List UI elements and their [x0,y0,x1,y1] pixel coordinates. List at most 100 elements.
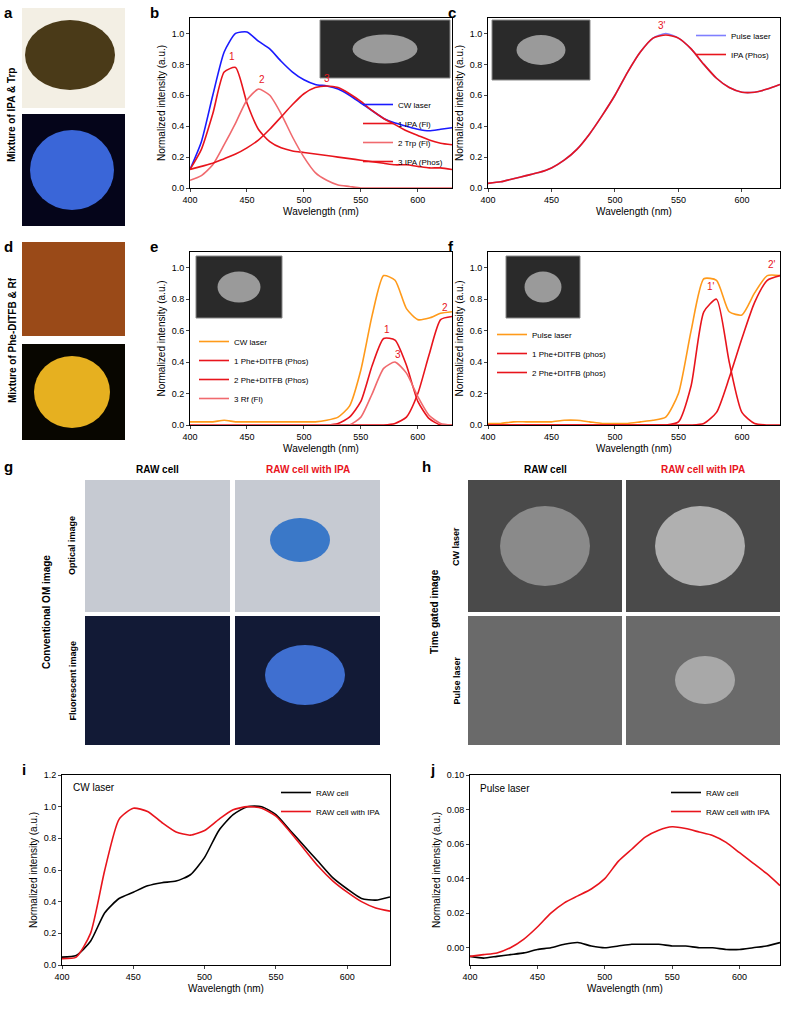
svg-text:2': 2' [768,259,776,270]
svg-text:RAW cell: RAW cell [706,789,739,798]
svg-text:450: 450 [239,432,254,442]
svg-text:500: 500 [597,972,612,982]
svg-text:RAW cell with IPA: RAW cell with IPA [661,464,745,475]
svg-text:0.0: 0.0 [172,420,185,430]
svg-text:450: 450 [544,432,559,442]
svg-text:RAW cell: RAW cell [316,789,349,798]
svg-text:0.0: 0.0 [172,183,185,193]
svg-text:0.6: 0.6 [470,90,483,100]
svg-text:Mixture of IPA & Trp: Mixture of IPA & Trp [6,68,17,162]
svg-text:h: h [422,458,431,475]
svg-text:c: c [448,4,456,21]
svg-text:2 Phe+DITFB (phos): 2 Phe+DITFB (phos) [532,369,606,378]
svg-text:Mixture of Phe-DITFB & Rf: Mixture of Phe-DITFB & Rf [7,277,18,403]
svg-text:Normalized intensity (a.u.): Normalized intensity (a.u.) [431,812,442,928]
svg-text:CW laser: CW laser [451,527,461,566]
svg-text:0.0: 0.0 [470,420,483,430]
svg-text:0.4: 0.4 [44,897,57,907]
svg-text:550: 550 [353,195,368,205]
svg-text:Wavelength (nm): Wavelength (nm) [188,983,264,994]
svg-text:1: 1 [229,51,235,62]
svg-text:1': 1' [707,281,715,292]
svg-text:Wavelength (nm): Wavelength (nm) [587,983,663,994]
svg-text:600: 600 [734,432,749,442]
svg-text:500: 500 [197,972,212,982]
svg-text:550: 550 [268,972,283,982]
svg-text:2: 2 [442,302,448,313]
svg-text:400: 400 [182,195,197,205]
svg-text:Pulse laser: Pulse laser [731,32,771,41]
svg-text:450: 450 [239,195,254,205]
svg-text:0.4: 0.4 [172,357,185,367]
svg-text:b: b [150,4,159,21]
svg-text:0.2: 0.2 [172,389,185,399]
svg-text:g: g [4,458,13,475]
svg-text:2: 2 [259,74,265,85]
svg-text:1.0: 1.0 [172,29,185,39]
svg-text:j: j [430,761,435,778]
svg-text:0.8: 0.8 [470,60,483,70]
svg-text:0.8: 0.8 [172,60,185,70]
svg-text:400: 400 [480,195,495,205]
svg-text:Conventional OM image: Conventional OM image [41,555,52,669]
svg-text:Pulse laser: Pulse laser [532,331,572,340]
svg-text:1 Phe+DITFB (Phos): 1 Phe+DITFB (Phos) [234,357,309,366]
svg-text:Time gated image: Time gated image [429,569,440,654]
svg-text:0.0: 0.0 [470,183,483,193]
svg-text:RAW cell with IPA: RAW cell with IPA [706,808,770,817]
svg-text:0.8: 0.8 [172,294,185,304]
svg-text:0.02: 0.02 [447,908,465,918]
svg-text:0.2: 0.2 [470,389,483,399]
svg-text:RAW cell with IPA: RAW cell with IPA [316,808,380,817]
svg-text:Normalized intensity (a.u.): Normalized intensity (a.u.) [28,812,39,928]
svg-text:0.0: 0.0 [44,960,57,970]
svg-text:3: 3 [395,349,401,360]
svg-text:1.0: 1.0 [470,263,483,273]
svg-text:Optical image: Optical image [67,516,77,575]
svg-text:0.08: 0.08 [447,805,465,815]
svg-text:f: f [448,238,454,255]
svg-text:550: 550 [665,972,680,982]
svg-text:2 Trp (Fl): 2 Trp (Fl) [398,139,431,148]
svg-text:0.6: 0.6 [470,326,483,336]
svg-text:600: 600 [734,195,749,205]
svg-text:0.06: 0.06 [447,839,465,849]
svg-text:1.2: 1.2 [44,770,57,780]
svg-text:450: 450 [126,972,141,982]
svg-text:3': 3' [658,20,666,31]
svg-text:0.8: 0.8 [44,833,57,843]
svg-text:0.4: 0.4 [470,121,483,131]
svg-text:0.2: 0.2 [470,152,483,162]
svg-text:a: a [4,4,13,21]
svg-text:Wavelength (nm): Wavelength (nm) [283,443,359,454]
svg-text:600: 600 [732,972,747,982]
svg-text:Pulse laser: Pulse laser [452,656,462,704]
svg-text:550: 550 [671,432,686,442]
svg-text:Normalized intensity (a.u.): Normalized intensity (a.u.) [156,45,167,161]
svg-text:Normalized intensity (a.u.): Normalized intensity (a.u.) [454,280,465,396]
svg-text:0.8: 0.8 [470,294,483,304]
svg-text:i: i [22,761,26,778]
svg-text:500: 500 [607,432,622,442]
svg-text:Wavelength (nm): Wavelength (nm) [596,206,672,217]
svg-text:0.2: 0.2 [44,928,57,938]
svg-text:RAW cell with IPA: RAW cell with IPA [266,464,350,475]
svg-text:0.6: 0.6 [44,865,57,875]
svg-text:600: 600 [410,432,425,442]
svg-text:0.00: 0.00 [447,943,465,953]
svg-text:0.4: 0.4 [470,357,483,367]
svg-text:CW laser: CW laser [234,338,267,347]
svg-text:0.4: 0.4 [172,121,185,131]
svg-text:3 Rf (Fl): 3 Rf (Fl) [234,395,263,404]
svg-text:Wavelength (nm): Wavelength (nm) [283,206,359,217]
svg-text:2 Phe+DITFB (Phos): 2 Phe+DITFB (Phos) [234,376,309,385]
svg-text:d: d [4,238,13,255]
svg-text:400: 400 [462,972,477,982]
svg-text:1.0: 1.0 [470,29,483,39]
svg-text:e: e [150,238,158,255]
svg-text:IPA (Phos): IPA (Phos) [731,51,769,60]
svg-text:400: 400 [480,432,495,442]
svg-text:450: 450 [544,195,559,205]
svg-text:500: 500 [296,195,311,205]
svg-text:500: 500 [296,432,311,442]
